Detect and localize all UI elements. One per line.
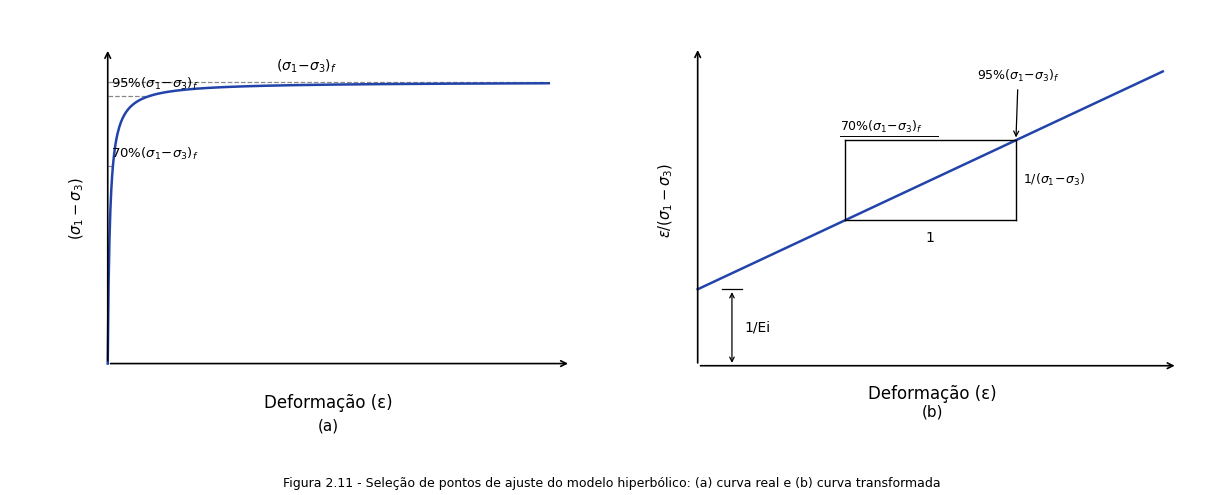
Text: $(\sigma_1\!-\!\sigma_3)_f$: $(\sigma_1\!-\!\sigma_3)_f$ xyxy=(275,57,337,75)
Text: 1/Ei: 1/Ei xyxy=(744,320,770,335)
Text: $70\%(\sigma_1\!-\!\sigma_3)_f$: $70\%(\sigma_1\!-\!\sigma_3)_f$ xyxy=(840,119,923,135)
Text: $(\sigma_1 - \sigma_3)$: $(\sigma_1 - \sigma_3)$ xyxy=(67,177,86,240)
Text: Figura 2.11 - Seleção de pontos de ajuste do modelo hiperbólico: (a) curva real : Figura 2.11 - Seleção de pontos de ajust… xyxy=(283,477,941,490)
Text: Deformação (ε): Deformação (ε) xyxy=(868,385,998,403)
Text: (b): (b) xyxy=(922,404,944,419)
Text: 1: 1 xyxy=(925,231,935,245)
Text: $\varepsilon/(\sigma_1 - \sigma_3)$: $\varepsilon/(\sigma_1 - \sigma_3)$ xyxy=(656,162,676,238)
Text: $95\%(\sigma_1\!-\!\sigma_3)_f$: $95\%(\sigma_1\!-\!\sigma_3)_f$ xyxy=(111,76,198,92)
Text: Deformação (ε): Deformação (ε) xyxy=(264,394,393,412)
Text: $95\%(\sigma_1\!-\!\sigma_3)_f$: $95\%(\sigma_1\!-\!\sigma_3)_f$ xyxy=(977,68,1060,136)
Text: $70\%(\sigma_1\!-\!\sigma_3)_f$: $70\%(\sigma_1\!-\!\sigma_3)_f$ xyxy=(111,146,198,162)
Text: (a): (a) xyxy=(318,418,339,433)
Text: $1/(\sigma_1\!-\!\sigma_3)$: $1/(\sigma_1\!-\!\sigma_3)$ xyxy=(1023,172,1086,189)
